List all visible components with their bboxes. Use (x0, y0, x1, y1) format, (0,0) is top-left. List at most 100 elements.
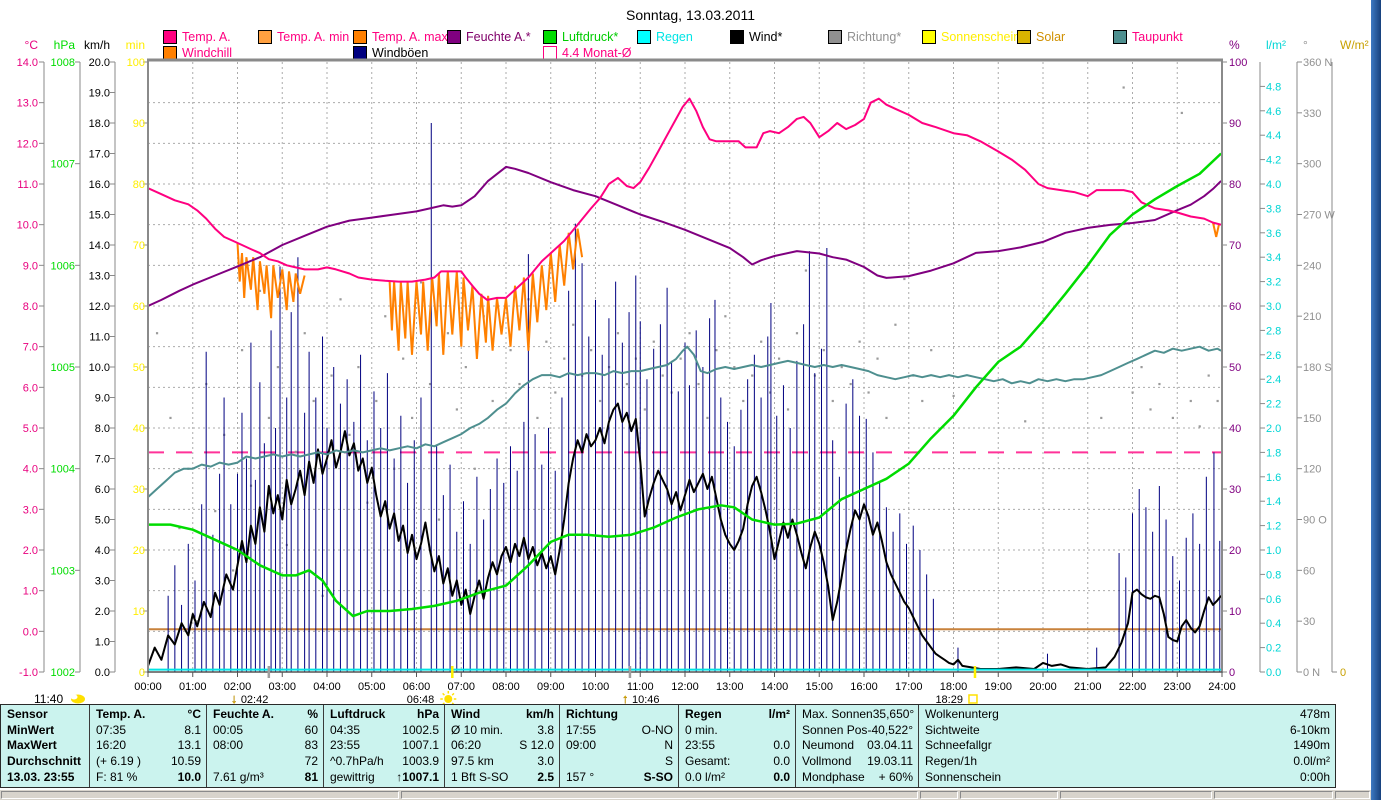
legend-item-taupunkt[interactable]: Taupunkt (1113, 29, 1183, 44)
table-row: Sonnen Pos -40,522° (802, 722, 913, 737)
legend-item-temp-a[interactable]: Temp. A. (163, 29, 231, 44)
svg-text:13.0: 13.0 (17, 98, 38, 110)
svg-text:10:00: 10:00 (582, 681, 610, 693)
axis-rain: l/m² 4.8 4.6 4.4 4.2 4.0 3.8 3.6 3.4 3.2 3.0 2.8 2.6… (1259, 38, 1286, 679)
svg-text:4.2: 4.2 (1266, 155, 1281, 167)
legend-label-richtung: Richtung* (847, 29, 902, 44)
table-row: Regen/1h 0.0l/m² (925, 753, 1330, 768)
legend-label-sonnenschein: Sonnenschein (941, 29, 1021, 44)
svg-text:1.2: 1.2 (1266, 521, 1281, 533)
table-row: 09:00 N (566, 738, 673, 753)
series-luftdruck (148, 152, 1222, 618)
svg-text:hPa: hPa (54, 38, 76, 52)
table-row: 1 Bft S-SO 2.5 (451, 769, 554, 784)
axis-direction: ° 360 N 330 300 270 W 240 210 180 S 150 120 90 O 60… (1296, 38, 1335, 679)
legend-item-richtung[interactable]: Richtung* (828, 29, 902, 44)
legend-item-feuchte-a[interactable]: Feuchte A.* (447, 29, 531, 44)
svg-text:60: 60 (1229, 301, 1241, 313)
status-bar-segment (1213, 791, 1334, 799)
svg-text:9.0: 9.0 (95, 393, 110, 405)
svg-text:270 W: 270 W (1303, 210, 1335, 222)
legend-swatch-luftdruck (543, 29, 557, 44)
svg-text:6.0: 6.0 (23, 382, 38, 394)
svg-text:10:46: 10:46 (632, 694, 660, 704)
legend-item-sonnenschein[interactable]: Sonnenschein (922, 29, 1021, 44)
svg-text:09:00: 09:00 (537, 681, 565, 693)
summary-table: Sensor MinWert MaxWert Durchschnitt 13.03. 2… (0, 704, 1336, 788)
table-row: Feuchte A.% (213, 707, 318, 721)
svg-text:330: 330 (1303, 108, 1321, 120)
table-row: Luftdruck hPa (330, 707, 439, 721)
legend-item-temp-a-max[interactable]: Temp. A. max (353, 29, 448, 44)
status-bar-segment (919, 791, 958, 799)
legend-item-solar[interactable]: Solar (1017, 29, 1065, 44)
legend-label-luftdruck: Luftdruck* (562, 29, 619, 44)
svg-text:16.0: 16.0 (89, 179, 110, 191)
table-row: 04:35 1002.5 (330, 722, 439, 737)
series-wind (148, 402, 1222, 670)
svg-text:3.6: 3.6 (1266, 228, 1281, 240)
status-bar-segment (1335, 791, 1370, 799)
status-bar-segment (1060, 791, 1212, 799)
legend-item-wind[interactable]: Wind* (730, 29, 783, 44)
svg-text:07:00: 07:00 (447, 681, 475, 693)
legend-item-luftdruck[interactable]: Luftdruck* (543, 29, 619, 44)
table-column-direction: Richtung 17:55 O-NO 09:00 N S 157 ° S-SO (559, 705, 678, 787)
legend-item-regen[interactable]: Regen (637, 29, 693, 44)
legend-swatch-regen (637, 29, 651, 44)
svg-text:1003: 1003 (51, 565, 75, 577)
axis-wind: km/h 20.0 19.0 18.0 17.0 16.0 15.0 14.0 13.0 12.0… (84, 38, 116, 679)
legend-label-wind: Wind* (749, 29, 783, 44)
svg-text:10.0: 10.0 (17, 220, 38, 232)
svg-text:13:00: 13:00 (716, 681, 744, 693)
table-column-pressure: Luftdruck hPa 04:35 1002.5 23:55 1007.1 ^0.7hP… (323, 705, 444, 787)
legend-label-windboeen: Windböen (372, 45, 429, 60)
svg-text:5.0: 5.0 (95, 515, 110, 527)
svg-text:23:00: 23:00 (1163, 681, 1191, 693)
svg-text:11:00: 11:00 (627, 681, 654, 693)
svg-text:1.0: 1.0 (1266, 545, 1281, 557)
svg-text:10.0: 10.0 (89, 362, 110, 374)
svg-text:30: 30 (1229, 484, 1241, 496)
legend-swatch-solar (1017, 29, 1031, 44)
svg-text:80: 80 (133, 179, 145, 191)
svg-text:0.2: 0.2 (1266, 643, 1281, 655)
svg-text:3.4: 3.4 (1266, 252, 1281, 264)
svg-text:10: 10 (133, 606, 145, 618)
svg-text:210: 210 (1303, 311, 1321, 323)
table-row: Wolkenunterg 478m (925, 707, 1330, 721)
legend-item-temp-a-min[interactable]: Temp. A. min (258, 29, 350, 44)
status-bar-segment (1, 791, 400, 799)
moon-icon (70, 694, 85, 704)
svg-text:8.0: 8.0 (95, 423, 110, 435)
table-row: 97.5 km 3.0 (451, 753, 554, 768)
legend-label-temp-a-min: Temp. A. min (277, 29, 350, 44)
svg-text:4.6: 4.6 (1266, 106, 1281, 118)
table-row: Durchschnitt (7, 753, 82, 768)
moonset-arrow-down-icon: ↓ (231, 691, 238, 704)
svg-text:12:00: 12:00 (671, 681, 699, 693)
svg-text:0: 0 (1340, 667, 1346, 679)
svg-text:1007: 1007 (51, 159, 75, 171)
svg-text:80: 80 (1229, 179, 1241, 191)
svg-text:2.2: 2.2 (1266, 399, 1281, 411)
svg-text:4.0: 4.0 (95, 545, 110, 557)
svg-text:08:00: 08:00 (492, 681, 520, 693)
svg-text:14.0: 14.0 (89, 240, 110, 252)
svg-text:3.0: 3.0 (1266, 301, 1281, 313)
table-row: 23:55 1007.1 (330, 738, 439, 753)
svg-text:8.0: 8.0 (23, 301, 38, 313)
table-column-humidity: Feuchte A.% 00:05 60 08:00 83 72 7.61 g/m³ 81 (206, 705, 323, 787)
table-row: (+ 6.19 ) 10.59 (96, 753, 201, 768)
svg-text:60: 60 (1303, 565, 1315, 577)
event-marker-sunset: 18:29 (935, 666, 978, 704)
table-row: 0.0 l/m² 0.0 (685, 769, 790, 784)
svg-text:12.0: 12.0 (17, 138, 38, 150)
table-row: Neumond 03.04.11 (802, 738, 913, 753)
status-bar-segment (959, 791, 1059, 799)
weather-chart-plot[interactable]: °C 14.0 13.0 12.0 11.0 10.0 9.0 8.0 7.0 6.0 5.0 4.0… (0, 0, 1381, 704)
legend-item-windchill[interactable]: Windchill (163, 45, 232, 60)
svg-text:11.0: 11.0 (89, 332, 110, 344)
svg-text:19:00: 19:00 (984, 681, 1012, 693)
svg-text:7.0: 7.0 (95, 454, 110, 466)
